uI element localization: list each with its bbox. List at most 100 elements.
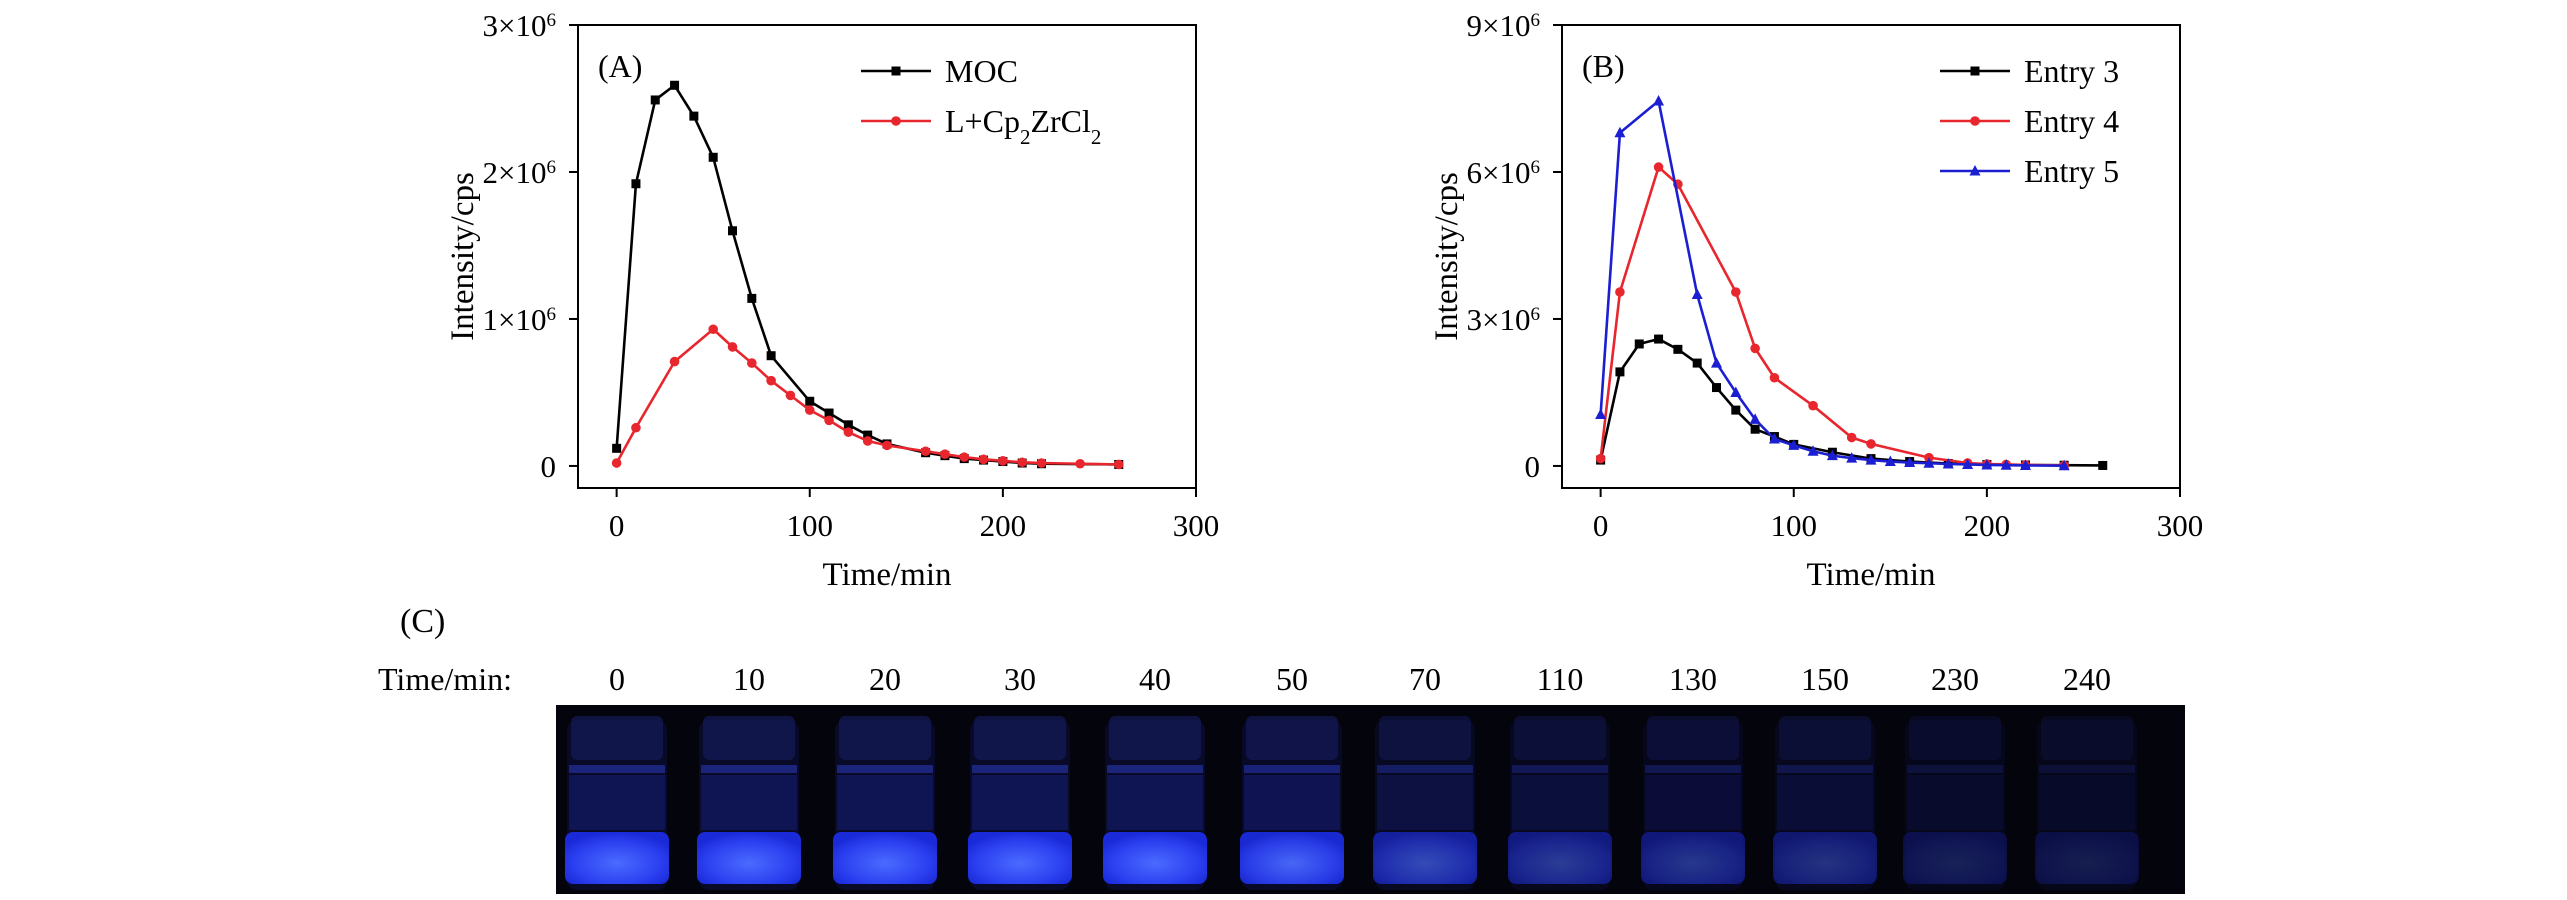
- panel-b-legend-label: Entry 5: [2024, 153, 2119, 189]
- vial-shoulder: [972, 765, 1068, 773]
- panel-b-series-line-1: [1599, 165, 2065, 467]
- vial-shoulder: [1777, 765, 1873, 773]
- panel-a-data-point: [708, 152, 718, 162]
- vial-fluorescence: [2035, 832, 2139, 884]
- panel-b-data-point: [1750, 424, 1760, 434]
- panel-b-data-point: [1615, 287, 1625, 297]
- time-value-label: 230: [1931, 661, 1979, 697]
- panel-a-x-axis-label: Time/min: [823, 557, 952, 593]
- panel-a-data-point: [804, 405, 815, 415]
- panel-a-data-point: [862, 436, 873, 446]
- panel-b-data-point: [1615, 367, 1625, 377]
- panel-b-data-point: [1865, 454, 1877, 465]
- panel-b-data-point: [1731, 287, 1741, 297]
- panel-b-data-point: [1807, 445, 1819, 456]
- vial-upper-solution: [2039, 775, 2135, 830]
- panel-b-xtick-label: 200: [1964, 508, 2011, 543]
- panel-b-ytick-label: 9×106: [1467, 8, 1540, 43]
- panel-a-data-point: [631, 179, 641, 189]
- panel-b-data-point: [1731, 405, 1741, 415]
- vial-fluorescence: [1508, 832, 1612, 884]
- vial: [2035, 716, 2139, 890]
- time-row-label: Time/min:: [378, 661, 512, 697]
- vial-fluorescence: [1641, 832, 1745, 884]
- panel-b-legend-marker: [1969, 165, 1981, 176]
- vial-cap: [1647, 716, 1739, 760]
- panel-a-data-point: [1075, 458, 1085, 469]
- panel-a-data-point: [863, 430, 873, 440]
- panel-b-data-point: [2058, 459, 2070, 471]
- panel-b-data-point: [1653, 94, 1665, 106]
- vial-fluorescence: [833, 832, 937, 884]
- vial-shoulder: [1907, 765, 2003, 773]
- panel-b-ytick-label: 0: [1525, 449, 1541, 484]
- panel-a-data-point: [747, 293, 757, 303]
- panel-a-series-line-0: [615, 83, 1119, 466]
- vial: [1508, 716, 1612, 890]
- vial-cap: [1779, 716, 1871, 760]
- panel-b-data-point: [1595, 453, 1606, 464]
- panel-b-data-point: [1981, 458, 1993, 470]
- panel-a-data-point: [882, 440, 892, 451]
- panel-b-data-point: [1769, 372, 1780, 383]
- vial: [1903, 716, 2007, 890]
- panel-b-data-point: [1884, 455, 1896, 467]
- vial-fluorescence: [1773, 832, 1877, 884]
- vial: [697, 716, 801, 890]
- panel-a-legend-label: MOC: [945, 53, 1018, 89]
- panel-b-data-point: [1846, 432, 1857, 443]
- vial-shoulder: [1645, 765, 1741, 773]
- vial-shoulder: [1107, 765, 1203, 773]
- vial: [565, 716, 669, 890]
- panel-a-data-point: [669, 356, 680, 367]
- panel-b-data-point: [2020, 459, 2031, 470]
- panel-a-ytick-label: 1×106: [483, 302, 556, 337]
- panel-a-legend-marker: [891, 66, 901, 76]
- vial-cap: [1514, 716, 1606, 760]
- photo-panel-c: (C) Time/min: 0 10 20 30 40 50 70 110 130 150 230 240: [378, 603, 2185, 894]
- vial-upper-solution: [1645, 775, 1741, 830]
- vial-fluorescence: [1373, 832, 1477, 884]
- panel-b-legend-marker: [1970, 116, 1980, 126]
- vial: [1240, 716, 1344, 890]
- panel-a-data-point: [1017, 457, 1027, 468]
- panel-b-panel-label: (B): [1582, 48, 1625, 84]
- panel-b-data-point: [1866, 439, 1876, 449]
- vial: [1373, 716, 1477, 890]
- vial-cap: [1109, 716, 1201, 760]
- panel-c-label: (C): [400, 603, 445, 640]
- vial-cap: [2041, 716, 2133, 760]
- panel-a-xtick-label: 300: [1173, 508, 1220, 543]
- panel-b-data-point: [1654, 334, 1664, 344]
- panel-b-data-point: [1962, 458, 1974, 469]
- panel-a-data-point: [940, 449, 950, 459]
- time-value-label: 70: [1409, 661, 1441, 697]
- vial-cap: [839, 716, 931, 760]
- panel-a-data-point: [728, 226, 737, 236]
- time-value-label: 110: [1537, 661, 1584, 697]
- vial-cap: [1909, 716, 2001, 760]
- vial-fluorescence: [1903, 832, 2007, 884]
- vial-fluorescence: [1103, 832, 1207, 884]
- panel-a-data-point: [843, 420, 853, 430]
- panel-a-data-point: [612, 443, 622, 453]
- panel-b-data-point: [1673, 344, 1683, 354]
- panel-a-data-point: [998, 456, 1008, 466]
- panel-a-legend-label: L+Cp2ZrCl2: [945, 103, 1101, 149]
- vial-cap: [1379, 716, 1471, 760]
- panel-a-ytick-label: 0: [541, 449, 557, 484]
- vial-upper-solution: [1377, 775, 1473, 830]
- panel-a-data-point: [805, 396, 815, 406]
- panel-b-x-axis-label: Time/min: [1807, 557, 1936, 593]
- vial-fluorescence: [968, 832, 1072, 884]
- chart-panel-b: 0 100 200 300 0 3×106 6×106 9×106 Time/min Intens…: [1429, 8, 2203, 593]
- panel-a-data-point: [959, 452, 970, 462]
- vial-upper-solution: [569, 775, 665, 830]
- vial-shoulder: [1244, 765, 1340, 773]
- vial-upper-solution: [1907, 775, 2003, 830]
- panel-b-data-point: [1846, 452, 1858, 463]
- panel-b-ytick-label: 6×106: [1467, 155, 1540, 190]
- panel-b-data-point: [1614, 126, 1626, 138]
- panel-a-plot-frame: [577, 24, 1197, 489]
- panel-a-data-point: [766, 351, 776, 361]
